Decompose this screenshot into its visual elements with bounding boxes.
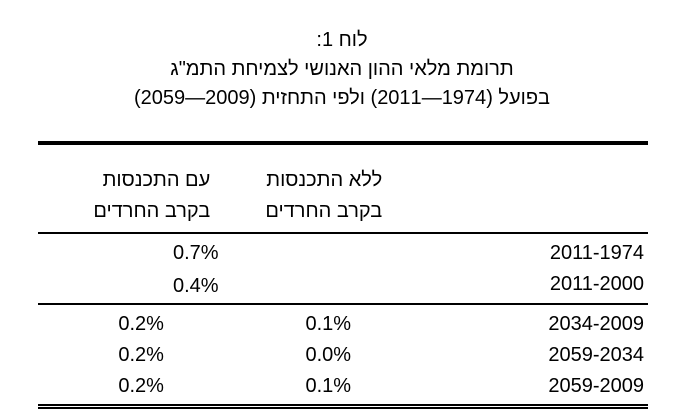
header-line: ללא התכנסות [266, 169, 383, 191]
header-row: ללא התכנסות בקרב החרדים עם התכנסות בקרב הח… [38, 143, 648, 233]
header-cell [412, 143, 648, 233]
row: 2034-2009 0.1% 0.2% [38, 304, 648, 340]
header-cell: ללא התכנסות בקרב החרדים [224, 143, 412, 233]
cell: 0.0% [305, 344, 352, 366]
cell: 0.2% [118, 375, 164, 397]
cell: 0.4% [173, 274, 219, 297]
data-table: ללא התכנסות בקרב החרדים עם התכנסות בקרב הח… [38, 141, 648, 409]
row-label: 2011-1974 [549, 242, 644, 264]
row-label: 2034-2009 [548, 313, 644, 335]
row-label: 2059-2009 [548, 375, 644, 397]
table-title: תרומת מלאי ההון האנושי לצמיחת התמ"ג [170, 58, 514, 80]
cell: 0.1% [305, 313, 352, 335]
cell: 0.1% [305, 375, 352, 397]
row: 2011-1974 0.7% [38, 233, 648, 269]
row: 2059-2034 0.0% 0.2% [38, 340, 648, 371]
row: 2059-2009 0.1% 0.2% [38, 371, 648, 407]
cell: 0.2% [118, 344, 164, 366]
title-block: לוח 1: תרומת מלאי ההון האנושי לצמיחת התמ… [0, 26, 684, 113]
header-line: בקרב החרדים [265, 200, 383, 222]
header-line: עם התכנסות [102, 169, 211, 191]
table-number: לוח 1: [316, 29, 368, 51]
header-line: בקרב החרדים [93, 200, 211, 222]
table-subtitle: בפועל (1974—2011) ולפי התחזית (2009—2059… [134, 87, 550, 109]
cell: 0.2% [118, 313, 164, 335]
row-label: 2011-2000 [549, 273, 644, 295]
row-label: 2059-2034 [548, 344, 644, 366]
cell: 0.7% [173, 242, 219, 264]
header-cell: עם התכנסות בקרב החרדים [38, 143, 224, 233]
row: 2011-2000 0.4% [38, 269, 648, 304]
